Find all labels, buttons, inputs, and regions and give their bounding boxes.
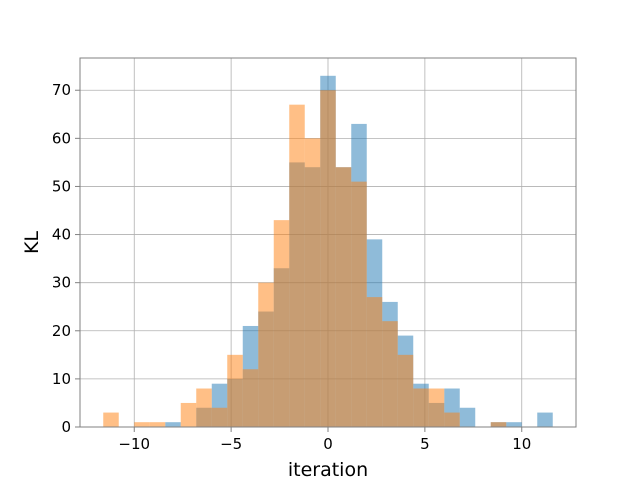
- histogram-bar-s1-20: [444, 412, 460, 427]
- histogram-bar-s1-4: [196, 388, 212, 427]
- histogram-bar-s1-21: [490, 422, 507, 427]
- x-tick-label: −10: [118, 435, 150, 453]
- histogram-bar-s1-2: [149, 422, 166, 427]
- histogram-bar-s1-12: [320, 90, 336, 428]
- y-tick-label: 20: [52, 322, 71, 340]
- histogram-bar-s1-19: [428, 388, 445, 427]
- histogram-bar-s0-21: [537, 412, 553, 427]
- x-axis-label: iteration: [288, 459, 368, 480]
- histogram-bar-s1-18: [413, 388, 429, 427]
- histogram-bar-s1-1: [134, 422, 150, 427]
- histogram-bar-s1-11: [304, 138, 321, 427]
- histogram-bar-s0-20: [506, 422, 522, 427]
- histogram-bar-s1-13: [335, 167, 352, 427]
- y-tick-label: 40: [52, 226, 71, 244]
- histogram-bar-s1-6: [227, 354, 243, 427]
- y-tick-label: 70: [52, 81, 71, 99]
- histogram-bar-s1-10: [289, 104, 305, 427]
- x-tick-label: −5: [220, 435, 242, 453]
- histogram-bar-s1-9: [273, 220, 290, 427]
- histogram-bar-s1-8: [258, 282, 274, 427]
- y-tick-label: 60: [52, 129, 71, 147]
- x-axis-ticks: −10 −5 0 5 10: [118, 427, 531, 453]
- histogram-bar-s1-15: [366, 297, 383, 427]
- histogram-bar-s1-3: [180, 402, 197, 427]
- x-tick-label: 0: [323, 435, 333, 453]
- y-axis-ticks: 0 10 20 30 40 50 60 70: [52, 81, 80, 436]
- y-tick-label: 30: [52, 274, 71, 292]
- histogram-bar-s1-14: [351, 181, 367, 427]
- x-tick-label: 10: [512, 435, 531, 453]
- histogram-bar-s1-5: [211, 407, 228, 427]
- y-tick-label: 0: [61, 418, 71, 436]
- histogram-bar-s1-0: [103, 412, 119, 427]
- histogram-bar-s1-16: [382, 321, 398, 427]
- y-axis-label: KL: [21, 231, 43, 254]
- y-tick-label: 10: [52, 370, 71, 388]
- y-tick-label: 50: [52, 177, 71, 195]
- histogram-bar-s1-17: [397, 354, 414, 427]
- histogram-bars: [103, 75, 553, 428]
- histogram-bar-s1-7: [242, 369, 259, 427]
- x-tick-label: 5: [420, 435, 430, 453]
- histogram-bar-s0-0: [165, 422, 181, 427]
- histogram-bar-s0-18: [459, 407, 476, 427]
